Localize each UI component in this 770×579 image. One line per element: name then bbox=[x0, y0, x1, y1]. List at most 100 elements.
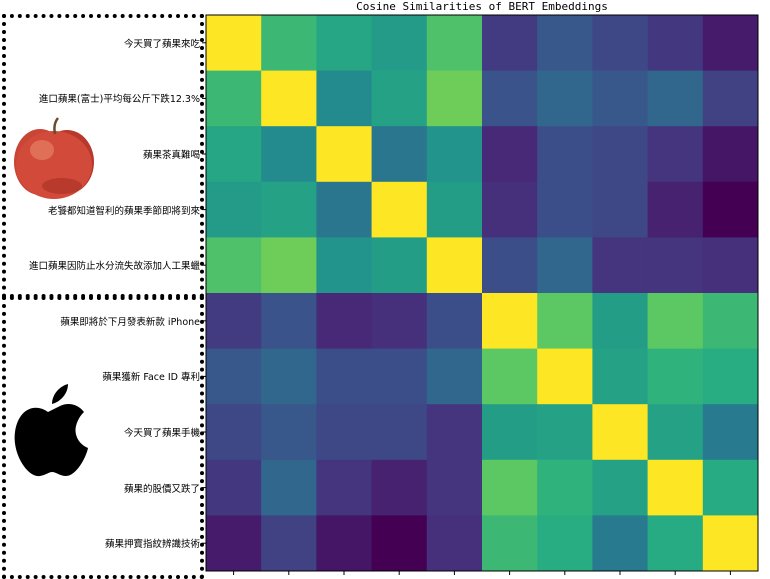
heatmap-cell bbox=[206, 70, 262, 127]
heatmap-cell bbox=[702, 181, 759, 238]
heatmap-cell bbox=[261, 237, 317, 294]
heatmap-cell bbox=[482, 459, 538, 516]
heatmap-cell bbox=[261, 15, 317, 72]
heatmap-cell bbox=[426, 15, 483, 72]
heatmap-cell bbox=[316, 181, 373, 238]
heatmap-cell bbox=[371, 181, 428, 238]
heatmap-cell bbox=[537, 237, 593, 294]
heatmap-cell bbox=[482, 404, 538, 461]
heatmap-cell bbox=[261, 70, 317, 127]
heatmap-cell bbox=[316, 237, 373, 294]
heatmap-cell bbox=[426, 515, 483, 572]
heatmap-cell bbox=[206, 181, 262, 238]
heatmap-cell bbox=[261, 459, 317, 516]
heatmap-cell bbox=[702, 404, 759, 461]
heatmap-cell bbox=[702, 70, 759, 127]
row-label: 老饕都知道智利的蘋果季節即將到來 bbox=[47, 205, 200, 217]
plot-frame bbox=[205, 14, 759, 572]
row-label: 蘋果茶真難喝 bbox=[142, 150, 200, 161]
heatmap-cell bbox=[482, 293, 538, 350]
heatmap-cell bbox=[371, 293, 428, 350]
heatmap-cell bbox=[261, 404, 317, 461]
heatmap-cell bbox=[371, 348, 428, 405]
heatmap-cell bbox=[426, 237, 483, 294]
row-label: 蘋果即將於下月發表新款 iPhone bbox=[60, 316, 200, 328]
heatmap-cell bbox=[206, 459, 262, 516]
heatmap-cell bbox=[371, 515, 428, 572]
heatmap-cell bbox=[647, 181, 704, 238]
heatmap-cell bbox=[647, 126, 704, 183]
heatmap-cell bbox=[426, 348, 483, 405]
row-label: 蘋果押寶指紋辨識技術 bbox=[104, 539, 200, 551]
heatmap-cell bbox=[426, 293, 483, 350]
heatmap-cell bbox=[482, 237, 538, 294]
heatmap-cell bbox=[537, 181, 593, 238]
heatmap-cell bbox=[592, 70, 649, 127]
heatmap-cell bbox=[371, 404, 428, 461]
red-apple-icon bbox=[14, 117, 94, 199]
heatmap-cell bbox=[537, 515, 593, 572]
row-label: 今天買了蘋果手機 bbox=[123, 428, 200, 439]
heatmap-cell bbox=[316, 70, 373, 127]
chart-title: Cosine Similarities of BERT Embeddings bbox=[356, 0, 608, 13]
heatmap-cell bbox=[482, 15, 538, 72]
heatmap-cell bbox=[647, 293, 704, 350]
heatmap-cell bbox=[261, 126, 317, 183]
heatmap-cell bbox=[537, 293, 593, 350]
heatmap-cell bbox=[702, 237, 759, 294]
heatmap-cell bbox=[371, 70, 428, 127]
heatmap-cell bbox=[537, 404, 593, 461]
heatmap-cell bbox=[316, 515, 373, 572]
heatmap-cell bbox=[592, 459, 649, 516]
heatmap-cell bbox=[592, 348, 649, 405]
heatmap-cell bbox=[647, 237, 704, 294]
heatmap-cell bbox=[371, 237, 428, 294]
heatmap-cell bbox=[482, 70, 538, 127]
heatmap-cell bbox=[371, 15, 428, 72]
heatmap-cell bbox=[702, 515, 759, 572]
heatmap-cell bbox=[537, 459, 593, 516]
heatmap-cell bbox=[206, 237, 262, 294]
heatmap-cell bbox=[702, 293, 759, 350]
heatmap-cell bbox=[426, 181, 483, 238]
heatmap-cell bbox=[261, 181, 317, 238]
heatmap-cell bbox=[647, 404, 704, 461]
heatmap-cell bbox=[426, 404, 483, 461]
heatmap-cell bbox=[206, 404, 262, 461]
heatmap-cell bbox=[371, 126, 428, 183]
heatmap-cell bbox=[537, 70, 593, 127]
heatmap-cell bbox=[537, 348, 593, 405]
heatmap-cell bbox=[482, 348, 538, 405]
heatmap-cell bbox=[702, 15, 759, 72]
row-label: 今天買了蘋果來吃 bbox=[123, 38, 200, 50]
heatmap-cell bbox=[482, 126, 538, 183]
heatmap-cell bbox=[261, 293, 317, 350]
heatmap-cell bbox=[316, 15, 373, 72]
heatmap-cell bbox=[316, 126, 373, 183]
heatmap-cell bbox=[482, 515, 538, 572]
heatmap-cell bbox=[702, 126, 759, 183]
heatmap-cell bbox=[647, 70, 704, 127]
heatmap-cell bbox=[482, 181, 538, 238]
row-label: 進口蘋果(富士)平均每公斤下跌12.3% bbox=[38, 94, 200, 106]
row-label: 進口蘋果因防止水分流失故添加人工果蠟 bbox=[28, 261, 200, 273]
heatmap-cell bbox=[206, 15, 262, 72]
company-group-box bbox=[2, 296, 204, 579]
heatmap-cell bbox=[316, 404, 373, 461]
heatmap-cell bbox=[592, 404, 649, 461]
heatmap-cell bbox=[537, 15, 593, 72]
heatmap-cell bbox=[261, 515, 317, 572]
heatmap-cell bbox=[702, 459, 759, 516]
apple-logo-icon bbox=[14, 384, 88, 477]
heatmap-cell bbox=[206, 348, 262, 405]
heatmap-cell bbox=[592, 15, 649, 72]
row-label: 蘋果的股價又跌了 bbox=[123, 483, 200, 495]
row-label: 蘋果獲新 Face ID 專利 bbox=[102, 372, 200, 384]
heatmap-cell bbox=[206, 126, 262, 183]
heatmap-cell bbox=[316, 459, 373, 516]
heatmap-cell bbox=[537, 126, 593, 183]
heatmap-cell bbox=[316, 348, 373, 405]
heatmap-cell bbox=[592, 293, 649, 350]
heatmap-cell bbox=[316, 293, 373, 350]
